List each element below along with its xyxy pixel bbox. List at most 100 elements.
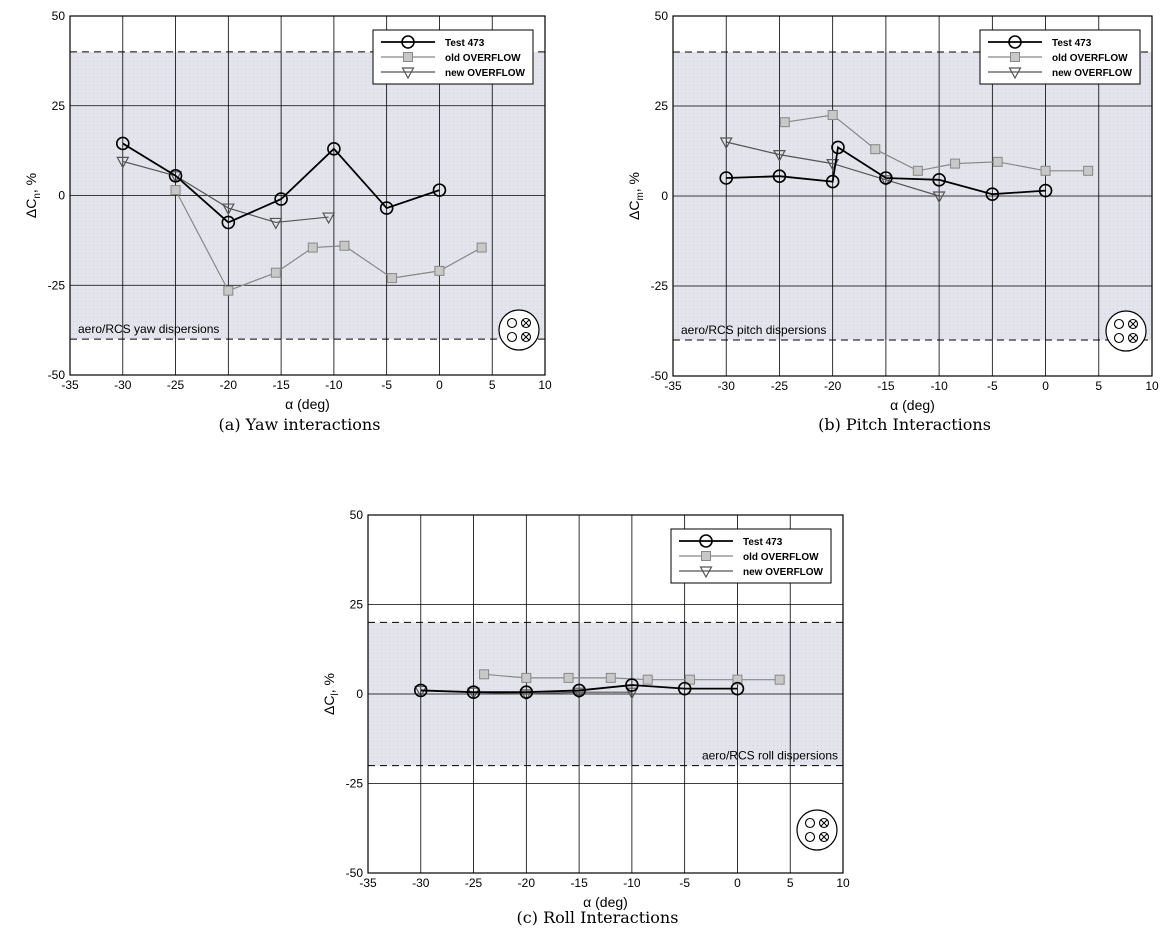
x-tick-label: -10 <box>930 379 948 393</box>
x-tick-label: -20 <box>824 379 842 393</box>
data-point-triangle <box>519 689 533 702</box>
series-line <box>175 189 482 292</box>
y-tick-label: 25 <box>655 99 669 113</box>
data-point-circle <box>572 683 586 698</box>
x-tick-label: 10 <box>538 378 552 392</box>
data-point-circle <box>432 183 447 197</box>
data-point-triangle <box>116 156 130 169</box>
legend-entry: old OVERFLOW <box>445 53 521 64</box>
data-point-square <box>223 285 234 296</box>
data-point-triangle <box>879 175 893 188</box>
data-point-circle <box>327 142 341 156</box>
x-tick-label: 10 <box>1145 379 1159 393</box>
data-point-circle <box>831 140 845 155</box>
data-point-circle <box>401 35 415 49</box>
series-test-473 <box>719 140 1053 201</box>
y-tick-label: 50 <box>655 9 669 23</box>
data-point-circle <box>115 136 130 151</box>
data-point-circle <box>932 173 946 187</box>
thruster-pattern-icon <box>796 809 838 851</box>
y-tick-label: 0 <box>661 189 668 203</box>
y-tick-label: -50 <box>48 368 66 382</box>
y-tick-label: 25 <box>52 99 66 113</box>
x-tick-label: 0 <box>1042 379 1049 393</box>
data-point-square <box>339 240 350 251</box>
data-point-triangle <box>1008 67 1022 80</box>
x-tick-label: -30 <box>114 378 132 392</box>
y-axis-label: ΔCm, % <box>626 172 646 220</box>
plot-frame <box>672 15 1153 377</box>
x-tick-label: 5 <box>787 876 794 890</box>
data-point-triangle <box>269 217 283 230</box>
x-tick-label: -10 <box>623 876 641 890</box>
data-point-square <box>605 672 616 683</box>
data-point-circle <box>1038 183 1053 198</box>
x-axis-label: α (deg) <box>890 397 935 413</box>
data-point-triangle <box>699 566 713 579</box>
x-tick-label: -25 <box>771 379 789 393</box>
y-tick-label: 50 <box>350 508 364 522</box>
series-line <box>726 145 1046 196</box>
y-tick-label: 25 <box>350 598 364 612</box>
legend: Test 473 old OVERFLOW new OVERFLOW <box>372 29 534 85</box>
data-point-square <box>732 674 743 685</box>
band-label: aero/RCS roll dispersions <box>702 749 838 763</box>
data-point-circle <box>466 685 481 700</box>
data-point-triangle <box>932 191 946 204</box>
legend-entry: old OVERFLOW <box>743 552 819 563</box>
data-point-square <box>403 52 413 62</box>
x-tick-label: -25 <box>465 876 483 890</box>
series-old-overflow <box>170 185 487 296</box>
data-point-circle <box>719 171 734 185</box>
data-point-triangle <box>414 685 428 698</box>
data-point-circle <box>625 678 639 692</box>
figure-caption: (c) Roll Interactions <box>517 908 679 927</box>
band-label: aero/RCS pitch dispersions <box>681 323 826 337</box>
data-point-square <box>479 669 490 680</box>
x-tick-label: 0 <box>734 876 741 890</box>
data-point-square <box>434 265 445 276</box>
data-point-circle <box>677 681 692 696</box>
data-point-square <box>827 110 838 120</box>
legend-entry: Test 473 <box>1052 38 1092 49</box>
y-tick-label: -25 <box>48 278 66 292</box>
data-point-square <box>307 242 318 253</box>
series-old-overflow <box>779 110 1094 176</box>
series-new-overflow <box>116 156 336 230</box>
data-point-triangle <box>772 150 786 162</box>
data-point-triangle <box>572 687 586 700</box>
series-line <box>122 142 440 224</box>
band-label: aero/RCS yaw dispersions <box>78 322 219 336</box>
y-tick-label: -50 <box>651 369 669 383</box>
data-point-square <box>912 165 923 176</box>
legend-entry: Test 473 <box>445 38 485 49</box>
y-tick-label: 0 <box>58 189 65 203</box>
data-point-square <box>992 156 1003 167</box>
x-tick-label: -5 <box>987 379 998 393</box>
data-point-triangle <box>401 67 415 80</box>
data-point-circle <box>274 192 288 206</box>
y-tick-label: -50 <box>346 866 364 880</box>
data-point-square <box>774 674 785 685</box>
x-tick-label: -30 <box>412 876 430 890</box>
series-line <box>784 114 1089 172</box>
figure-caption: (b) Pitch Interactions <box>818 415 991 434</box>
data-point-triangle <box>719 137 733 150</box>
data-point-square <box>1040 165 1051 176</box>
data-point-square <box>701 551 711 561</box>
x-tick-label: -35 <box>664 379 682 393</box>
x-tick-label: -5 <box>679 876 690 890</box>
y-tick-label: 0 <box>356 687 363 701</box>
data-point-triangle <box>221 203 235 216</box>
legend: Test 473 old OVERFLOW new OVERFLOW <box>979 29 1141 85</box>
data-point-square <box>870 144 881 155</box>
x-tick-label: 0 <box>436 378 443 392</box>
x-tick-label: -20 <box>220 378 238 392</box>
data-point-square <box>521 672 532 683</box>
data-point-circle <box>772 169 787 183</box>
thruster-pattern-icon <box>1105 310 1147 352</box>
x-axis-label: α (deg) <box>285 396 330 412</box>
x-tick-label: -25 <box>167 378 185 392</box>
